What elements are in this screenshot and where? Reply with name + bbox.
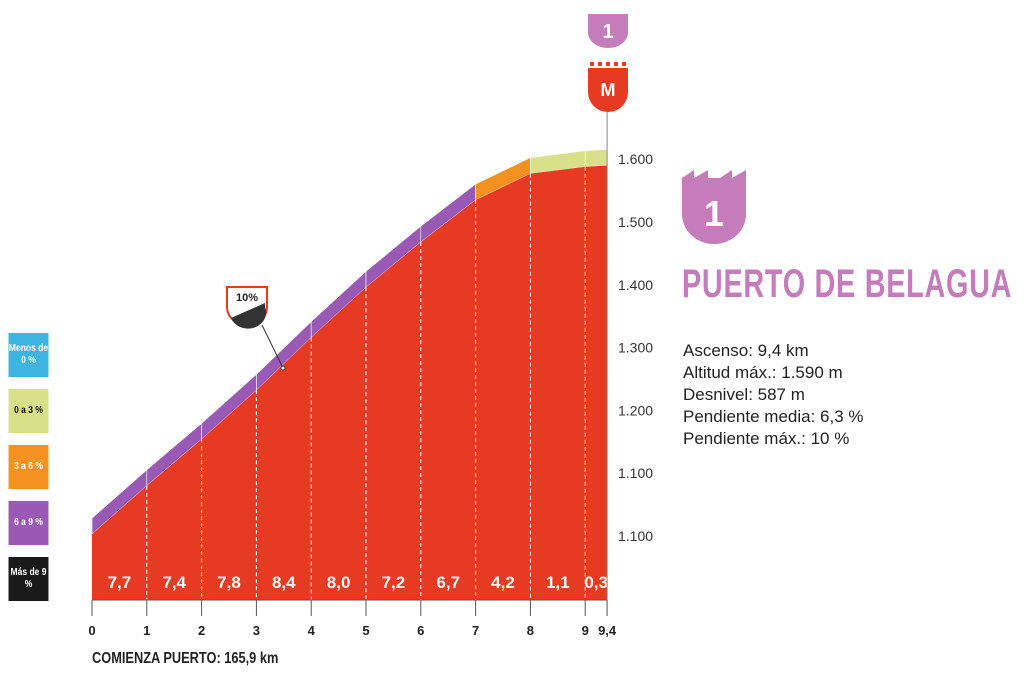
segment-gradient-label: 7,2 xyxy=(382,573,406,592)
legend-item-6-9: 6 a 9 % xyxy=(8,501,49,545)
segment-gradient-label: 0,3 xyxy=(584,573,608,592)
annotation-leader xyxy=(261,324,284,369)
category-badge-top-number: 1 xyxy=(602,21,613,43)
x-tick-label: 7 xyxy=(472,623,479,638)
segment-gradient-label: 4,2 xyxy=(491,573,515,592)
segment-gradient-label: 8,4 xyxy=(272,573,296,592)
x-tick-label: 2 xyxy=(198,623,205,638)
x-tick-label: 4 xyxy=(308,623,316,638)
finish-checker xyxy=(606,62,610,66)
info-ascent: Ascenso: 9,4 km xyxy=(683,341,809,360)
category-badge xyxy=(682,178,746,245)
x-tick-label: 8 xyxy=(527,623,534,638)
segment-gradient-label: 7,8 xyxy=(217,573,241,592)
start-label: COMIENZA PUERTO: 165,9 km xyxy=(92,650,279,667)
segment-gradient-label: 7,4 xyxy=(162,573,186,592)
finish-checker xyxy=(614,62,618,66)
info-max-grade: Pendiente máx.: 10 % xyxy=(683,429,850,448)
finish-checker xyxy=(622,62,626,66)
category-badge-top xyxy=(588,14,628,48)
annotation-dot xyxy=(280,365,286,371)
max-grade-sign-slope xyxy=(231,303,267,329)
legend-item-3-6: 3 a 6 % xyxy=(8,445,49,489)
x-tick-label: 9,4 xyxy=(598,623,617,638)
climb-info: Ascenso: 9,4 km Altitud máx.: 1.590 m De… xyxy=(683,340,864,450)
segment-gradient-label: 8,0 xyxy=(327,573,351,592)
legend-item-0-3: 0 a 3 % xyxy=(8,389,49,433)
max-grade-sign-label: 10% xyxy=(236,292,258,304)
finish-checker xyxy=(598,62,602,66)
x-tick-label: 9 xyxy=(582,623,589,638)
x-tick-label: 6 xyxy=(417,623,424,638)
legend-item-descent: Menos de 0 % xyxy=(8,333,49,377)
y-tick-label: 1.100 xyxy=(618,528,653,544)
x-tick-label: 0 xyxy=(88,623,95,638)
segment-gradient-label: 1,1 xyxy=(546,573,570,592)
legend-item-over-9: Más de 9 % xyxy=(8,557,49,601)
info-gain: Desnivel: 587 m xyxy=(683,385,805,404)
gradient-band-segment xyxy=(584,149,608,168)
x-tick-label: 1 xyxy=(143,623,150,638)
category-badge-number: 1 xyxy=(704,193,724,234)
info-max-altitude: Altitud máx.: 1.590 m xyxy=(683,363,843,382)
segment-gradient-label: 6,7 xyxy=(436,573,460,592)
profile-area xyxy=(92,165,608,601)
y-tick-label: 1.600 xyxy=(618,151,653,167)
y-tick-label: 1.500 xyxy=(618,214,653,230)
x-tick-label: 3 xyxy=(253,623,260,638)
x-tick-label: 5 xyxy=(362,623,369,638)
info-avg-grade: Pendiente media: 6,3 % xyxy=(683,407,864,426)
finish-checker xyxy=(590,62,594,66)
y-tick-label: 1.100 xyxy=(618,465,653,481)
y-tick-label: 1.400 xyxy=(618,277,653,293)
finish-badge-letter: M xyxy=(601,80,616,100)
badge-flags xyxy=(682,170,746,178)
y-tick-label: 1.300 xyxy=(618,340,653,356)
y-tick-label: 1.200 xyxy=(618,402,653,418)
finish-badge xyxy=(588,68,628,112)
segment-gradient-label: 7,7 xyxy=(108,573,132,592)
climb-title: PUERTO DE BELAGUA xyxy=(682,262,1013,306)
